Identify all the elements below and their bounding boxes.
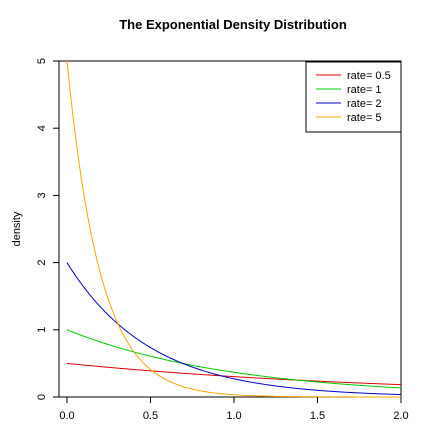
series-line-3 [66, 262, 402, 396]
x-tick-label: 2.0 [393, 410, 408, 422]
series-layer [66, 60, 402, 398]
x-tick-label: 1.0 [226, 410, 241, 422]
axes-layer: 0.0 0.5 1.0 1.5 2.0 0 1 2 3 4 5 [36, 58, 409, 422]
y-tick-label: 5 [36, 58, 48, 64]
legend: rate= 0.5 rate= 1 rate= 2 rate= 5 [305, 61, 402, 133]
y-tick-label: 3 [36, 192, 48, 198]
series-line-1 [66, 362, 402, 386]
y-tick-label: 1 [36, 327, 48, 333]
y-tick-label: 0 [36, 394, 48, 400]
series-line-4 [66, 60, 401, 398]
y-tick-label: 4 [36, 125, 48, 131]
series-line-2 [66, 329, 402, 389]
legend-label-1: rate= 0.5 [347, 70, 391, 82]
y-tick-label: 2 [36, 260, 48, 266]
x-tick-label: 0.5 [143, 410, 158, 422]
chart-title: The Exponential Density Distribution [119, 17, 347, 32]
legend-label-2: rate= 1 [347, 84, 382, 96]
plot-area [58, 60, 402, 398]
y-axis-label: density [11, 211, 23, 246]
legend-label-4: rate= 5 [347, 112, 382, 124]
legend-box [305, 61, 402, 133]
x-tick-label: 1.5 [310, 410, 325, 422]
legend-label-3: rate= 2 [347, 98, 382, 110]
x-tick-label: 0.0 [59, 410, 74, 422]
